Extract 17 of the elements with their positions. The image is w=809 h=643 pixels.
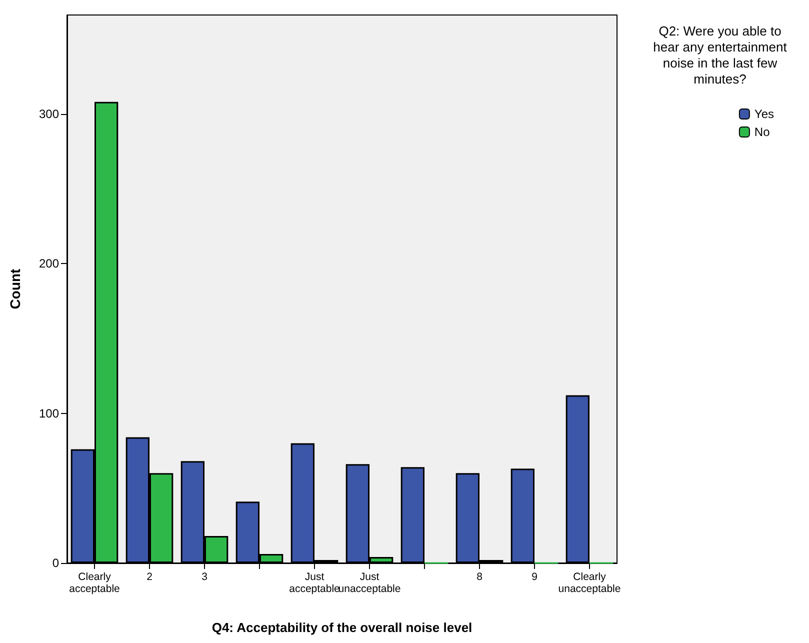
x-tick-label: Just acceptable — [289, 571, 340, 595]
y-tick-label: 100 — [38, 406, 60, 420]
y-tick-label: 0 — [52, 556, 60, 570]
legend-label: No — [754, 125, 770, 139]
legend-title: Q2: Were you able to hear any entertainment noise in the last few minutes? — [653, 24, 788, 86]
y-axis-title: Count — [7, 268, 23, 310]
legend-label: Yes — [754, 107, 774, 121]
y-tick-label: 300 — [38, 106, 60, 121]
x-tick-label: 8 — [476, 571, 483, 583]
x-tick-label: Clearly acceptable — [69, 571, 120, 595]
y-tick-label: 200 — [38, 256, 60, 271]
x-tick-label: Just unacceptable — [338, 571, 401, 595]
x-axis-title: Q4: Acceptability of the overall noise level — [212, 620, 472, 635]
x-tick-label: 3 — [202, 571, 208, 583]
x-tick-label: Clearly unacceptable — [558, 571, 621, 595]
x-tick-label: 9 — [532, 571, 538, 583]
x-tick-label: 2 — [146, 571, 153, 583]
